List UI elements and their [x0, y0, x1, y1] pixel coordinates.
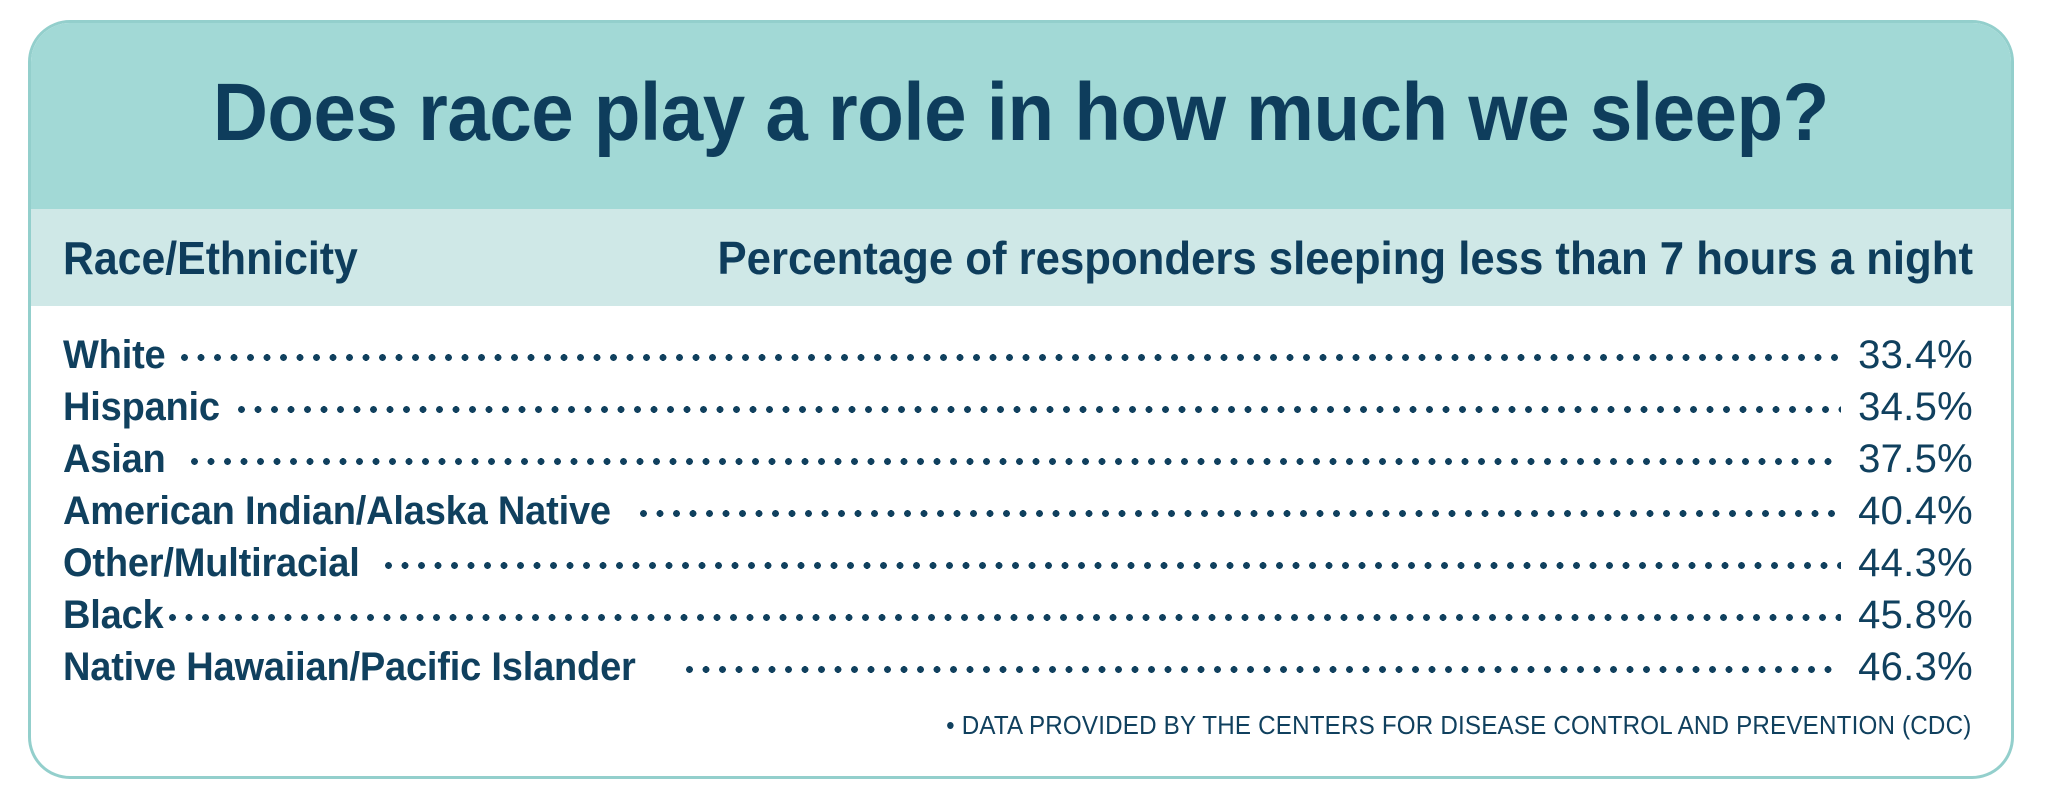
column-header-percentage: Percentage of responders sleeping less t…	[717, 231, 1973, 284]
footer: • DATA PROVIDED BY THE CENTERS FOR DISEA…	[31, 710, 2011, 741]
table-row: Asian 37.5%	[63, 432, 1973, 484]
table-row: White 33.4%	[63, 328, 1973, 380]
row-label: Native Hawaiian/Pacific Islander	[63, 645, 636, 689]
row-label: Black	[63, 593, 164, 637]
dot-leader	[685, 640, 1841, 680]
row-value: 34.5%	[1858, 385, 1973, 429]
dot-leader	[190, 432, 1841, 472]
row-value: 40.4%	[1858, 489, 1973, 533]
row-value: 44.3%	[1858, 541, 1973, 585]
table-row: American Indian/Alaska Native 40.4%	[63, 484, 1973, 536]
row-label: Hispanic	[63, 385, 220, 429]
row-value: 37.5%	[1858, 437, 1973, 481]
infographic-card: Does race play a role in how much we sle…	[28, 20, 2014, 779]
data-source-note: • DATA PROVIDED BY THE CENTERS FOR DISEA…	[945, 710, 1971, 740]
dot-leader	[168, 588, 1841, 628]
row-label: White	[63, 333, 166, 377]
table-body: White 33.4% Hispanic 34.5% Asian 37.5% A…	[31, 306, 2011, 692]
dot-leader	[385, 536, 1841, 576]
row-value: 45.8%	[1858, 593, 1973, 637]
column-header-race-ethnicity: Race/Ethnicity	[63, 231, 358, 284]
dot-leader	[639, 484, 1841, 524]
row-label: American Indian/Alaska Native	[63, 489, 611, 533]
table-row: Hispanic 34.5%	[63, 380, 1973, 432]
row-label: Other/Multiracial	[63, 541, 360, 585]
dot-leader	[238, 380, 1841, 420]
title-band: Does race play a role in how much we sle…	[31, 23, 2011, 209]
row-value: 33.4%	[1858, 333, 1973, 377]
table-header-row: Race/Ethnicity Percentage of responders …	[31, 209, 2011, 306]
table-row: Other/Multiracial 44.3%	[63, 536, 1973, 588]
table-row: Black 45.8%	[63, 588, 1973, 640]
dot-leader	[180, 328, 1841, 368]
page-title: Does race play a role in how much we sle…	[213, 67, 1829, 158]
row-label: Asian	[63, 437, 166, 481]
row-value: 46.3%	[1858, 645, 1973, 689]
table-row: Native Hawaiian/Pacific Islander 46.3%	[63, 640, 1973, 692]
